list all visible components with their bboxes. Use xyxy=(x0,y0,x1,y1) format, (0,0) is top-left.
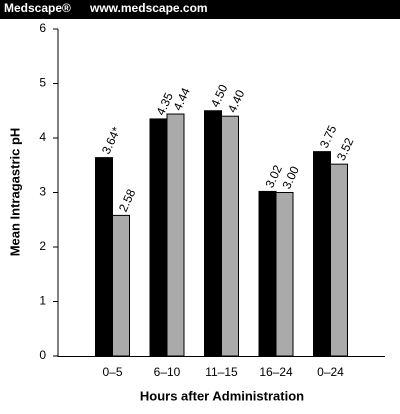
bar xyxy=(313,151,331,357)
bar xyxy=(166,113,185,357)
bar xyxy=(95,157,113,357)
bar xyxy=(258,190,277,357)
url: www.medscape.com xyxy=(89,1,208,15)
bar xyxy=(330,163,348,357)
x-tick-label: 11–15 xyxy=(205,365,238,379)
value-label: 3.64* xyxy=(99,125,124,157)
header-bar xyxy=(0,0,400,19)
y-tick-label: 3 xyxy=(39,185,46,199)
x-axis-title: Hours after Administration xyxy=(140,388,304,403)
y-tick-label: 5 xyxy=(39,76,46,90)
y-tick-label: 4 xyxy=(39,130,46,144)
value-label: 4.44 xyxy=(170,85,193,112)
y-axis-title: Mean Intragastric pH xyxy=(7,128,22,257)
y-tick-label: 0 xyxy=(39,348,46,362)
x-tick-label: 6–10 xyxy=(154,365,181,379)
x-tick-label: 16–24 xyxy=(259,365,293,379)
bar xyxy=(275,192,294,357)
value-label: 3.52 xyxy=(334,135,357,162)
brand: Medscape® xyxy=(4,1,71,15)
x-tick-label: 0–5 xyxy=(102,365,122,379)
y-tick-label: 2 xyxy=(39,239,46,253)
value-label: 2.58 xyxy=(116,187,139,214)
bar xyxy=(149,118,168,357)
x-tick-label: 0–24 xyxy=(317,365,344,379)
bar xyxy=(112,214,130,357)
bar xyxy=(221,115,239,357)
value-label: 3.00 xyxy=(279,164,302,191)
y-tick-label: 6 xyxy=(39,21,46,35)
bar xyxy=(204,110,222,357)
value-label: 3.75 xyxy=(317,123,340,150)
y-tick-label: 1 xyxy=(39,294,46,308)
